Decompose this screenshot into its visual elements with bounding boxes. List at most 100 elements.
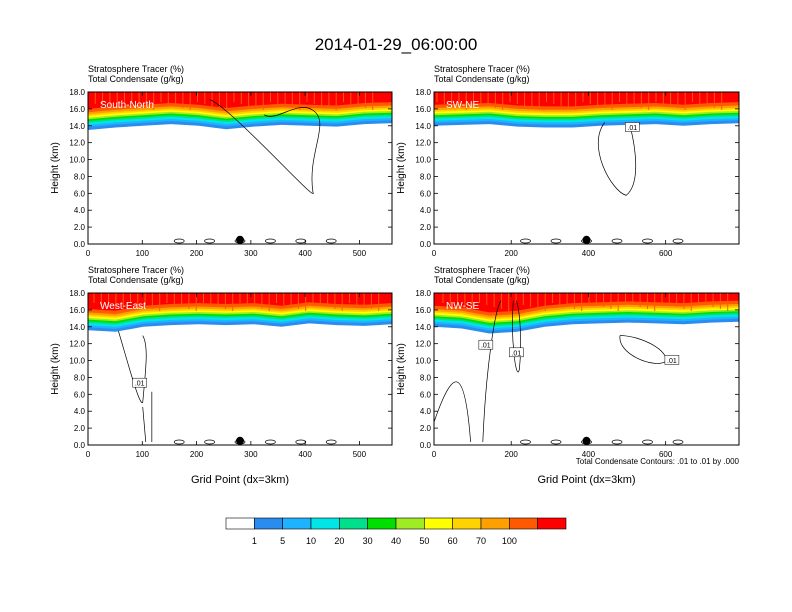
colorbar-swatch	[225, 517, 255, 530]
panel-title-line1: Stratosphere Tracer (%)	[88, 265, 184, 275]
colorbar-swatch	[395, 517, 425, 530]
plot-frame	[87, 292, 393, 446]
contour-label-box	[625, 122, 640, 132]
y-tick-label: 14.0	[415, 122, 431, 131]
colorbar-swatch	[339, 517, 368, 530]
y-tick-label: 6.0	[74, 189, 86, 198]
colorbar-label: 70	[476, 536, 486, 546]
tracer-field	[88, 293, 392, 332]
contour-blob	[325, 439, 337, 445]
y-tick-label: 16.0	[415, 105, 431, 114]
contour-blob	[520, 238, 531, 244]
y-tick-label: 16.0	[69, 105, 85, 114]
y-tick-label: 12.0	[415, 340, 431, 349]
contour-line	[434, 381, 471, 442]
colorbar-label: 5	[280, 536, 285, 546]
colorbar-label: 60	[448, 536, 458, 546]
contour-line	[598, 122, 637, 196]
location-marker	[582, 235, 591, 244]
y-tick-label: 16.0	[415, 306, 431, 315]
colorbar-label: 30	[363, 536, 373, 546]
x-tick-label: 100	[136, 249, 150, 258]
panel-title-line1: Stratosphere Tracer (%)	[88, 64, 184, 74]
contour-blob	[672, 439, 684, 445]
contour-line	[142, 391, 153, 442]
y-tick-label: 8.0	[74, 172, 86, 181]
panel-title-line2: Total Condensate (g/kg)	[434, 74, 530, 84]
x-tick-label: 600	[659, 450, 673, 459]
contour-blob	[642, 238, 653, 244]
x-tick-label: 0	[432, 450, 437, 459]
colorbar-swatch	[537, 517, 567, 530]
x-axis-label: Grid Point (dx=3km)	[191, 474, 289, 486]
y-tick-label: 10.0	[415, 357, 431, 366]
y-tick-label: 8.0	[74, 373, 86, 382]
y-tick-label: 14.0	[69, 122, 85, 131]
y-tick-label: 8.0	[420, 172, 432, 181]
y-tick-label: 18.0	[415, 289, 431, 298]
y-tick-label: 4.0	[420, 206, 432, 215]
x-tick-label: 400	[298, 249, 312, 258]
panel-2: .01 0.0 2.0 4.0 6.0 8.0 10.0 12.0 14.0 16.0 18.0 0 2…	[396, 64, 740, 258]
y-tick-label: 6.0	[420, 189, 432, 198]
contour-label-box	[509, 347, 524, 358]
panel-label: West-East	[100, 301, 146, 312]
y-tick-label: 10.0	[415, 156, 431, 165]
location-marker	[582, 436, 591, 445]
contour-blob	[173, 439, 185, 445]
y-tick-label: 2.0	[74, 424, 86, 433]
y-tick-label: 12.0	[69, 139, 85, 148]
panel-label: South-North	[100, 100, 154, 111]
colorbar-label: 20	[334, 536, 344, 546]
y-tick-label: 10.0	[69, 156, 85, 165]
panel-title-line1: Stratosphere Tracer (%)	[434, 265, 530, 275]
colorbar-swatch	[254, 517, 283, 530]
colorbar-label: 10	[306, 536, 316, 546]
contour-blob	[611, 238, 623, 244]
y-tick-label: 14.0	[69, 323, 85, 332]
y-tick-label: 0.0	[420, 240, 432, 249]
contour-blob	[265, 439, 276, 445]
contour-blob	[325, 238, 337, 244]
tracer-field	[434, 293, 739, 334]
tracer-band-11	[434, 293, 739, 313]
x-tick-label: 300	[244, 249, 258, 258]
location-marker	[236, 235, 244, 244]
x-tick-label: 100	[136, 450, 150, 459]
y-tick-label: 0.0	[420, 441, 432, 450]
contour-line	[209, 99, 321, 194]
colorbar-swatch	[282, 517, 312, 530]
panel-3: .01 0.0 2.0 4.0 6.0 8.0 10.0 12.0 14.0 16.0 18.0 0 1…	[50, 265, 393, 486]
y-tick-label: 10.0	[69, 357, 85, 366]
colorbar-swatch	[452, 517, 482, 530]
x-tick-label: 400	[582, 249, 596, 258]
panel-title-line2: Total Condensate (g/kg)	[434, 275, 530, 285]
x-tick-label: 200	[190, 450, 204, 459]
y-tick-label: 0.0	[74, 441, 86, 450]
contour-label: .01	[135, 381, 145, 388]
colorbar-swatch	[509, 517, 538, 530]
x-tick-label: 0	[86, 249, 91, 258]
panel-4: .01 .01 .01 0.0 2.0 4.0 6.0 8.0 10.0 12.0 14.0 16.0…	[396, 265, 740, 486]
panel-title-line2: Total Condensate (g/kg)	[88, 74, 184, 84]
y-tick-label: 14.0	[415, 323, 431, 332]
y-tick-label: 6.0	[74, 390, 86, 399]
contour-label: .01	[481, 343, 491, 350]
x-tick-label: 0	[86, 450, 91, 459]
colorbar-swatch	[424, 517, 453, 530]
y-tick-label: 18.0	[69, 88, 85, 97]
tracer-field	[434, 92, 739, 128]
y-tick-label: 12.0	[69, 340, 85, 349]
contour-line	[118, 330, 147, 403]
panel-title-line2: Total Condensate (g/kg)	[88, 275, 184, 285]
y-tick-label: 8.0	[420, 373, 432, 382]
contour-blob	[520, 439, 531, 445]
y-tick-label: 4.0	[74, 407, 86, 416]
x-tick-label: 400	[582, 450, 596, 459]
contour-label-box	[478, 339, 494, 350]
tracer-band-11	[88, 92, 392, 109]
y-axis-label: Height (km)	[396, 343, 407, 395]
y-tick-label: 12.0	[415, 139, 431, 148]
contour-label-box	[132, 377, 147, 388]
